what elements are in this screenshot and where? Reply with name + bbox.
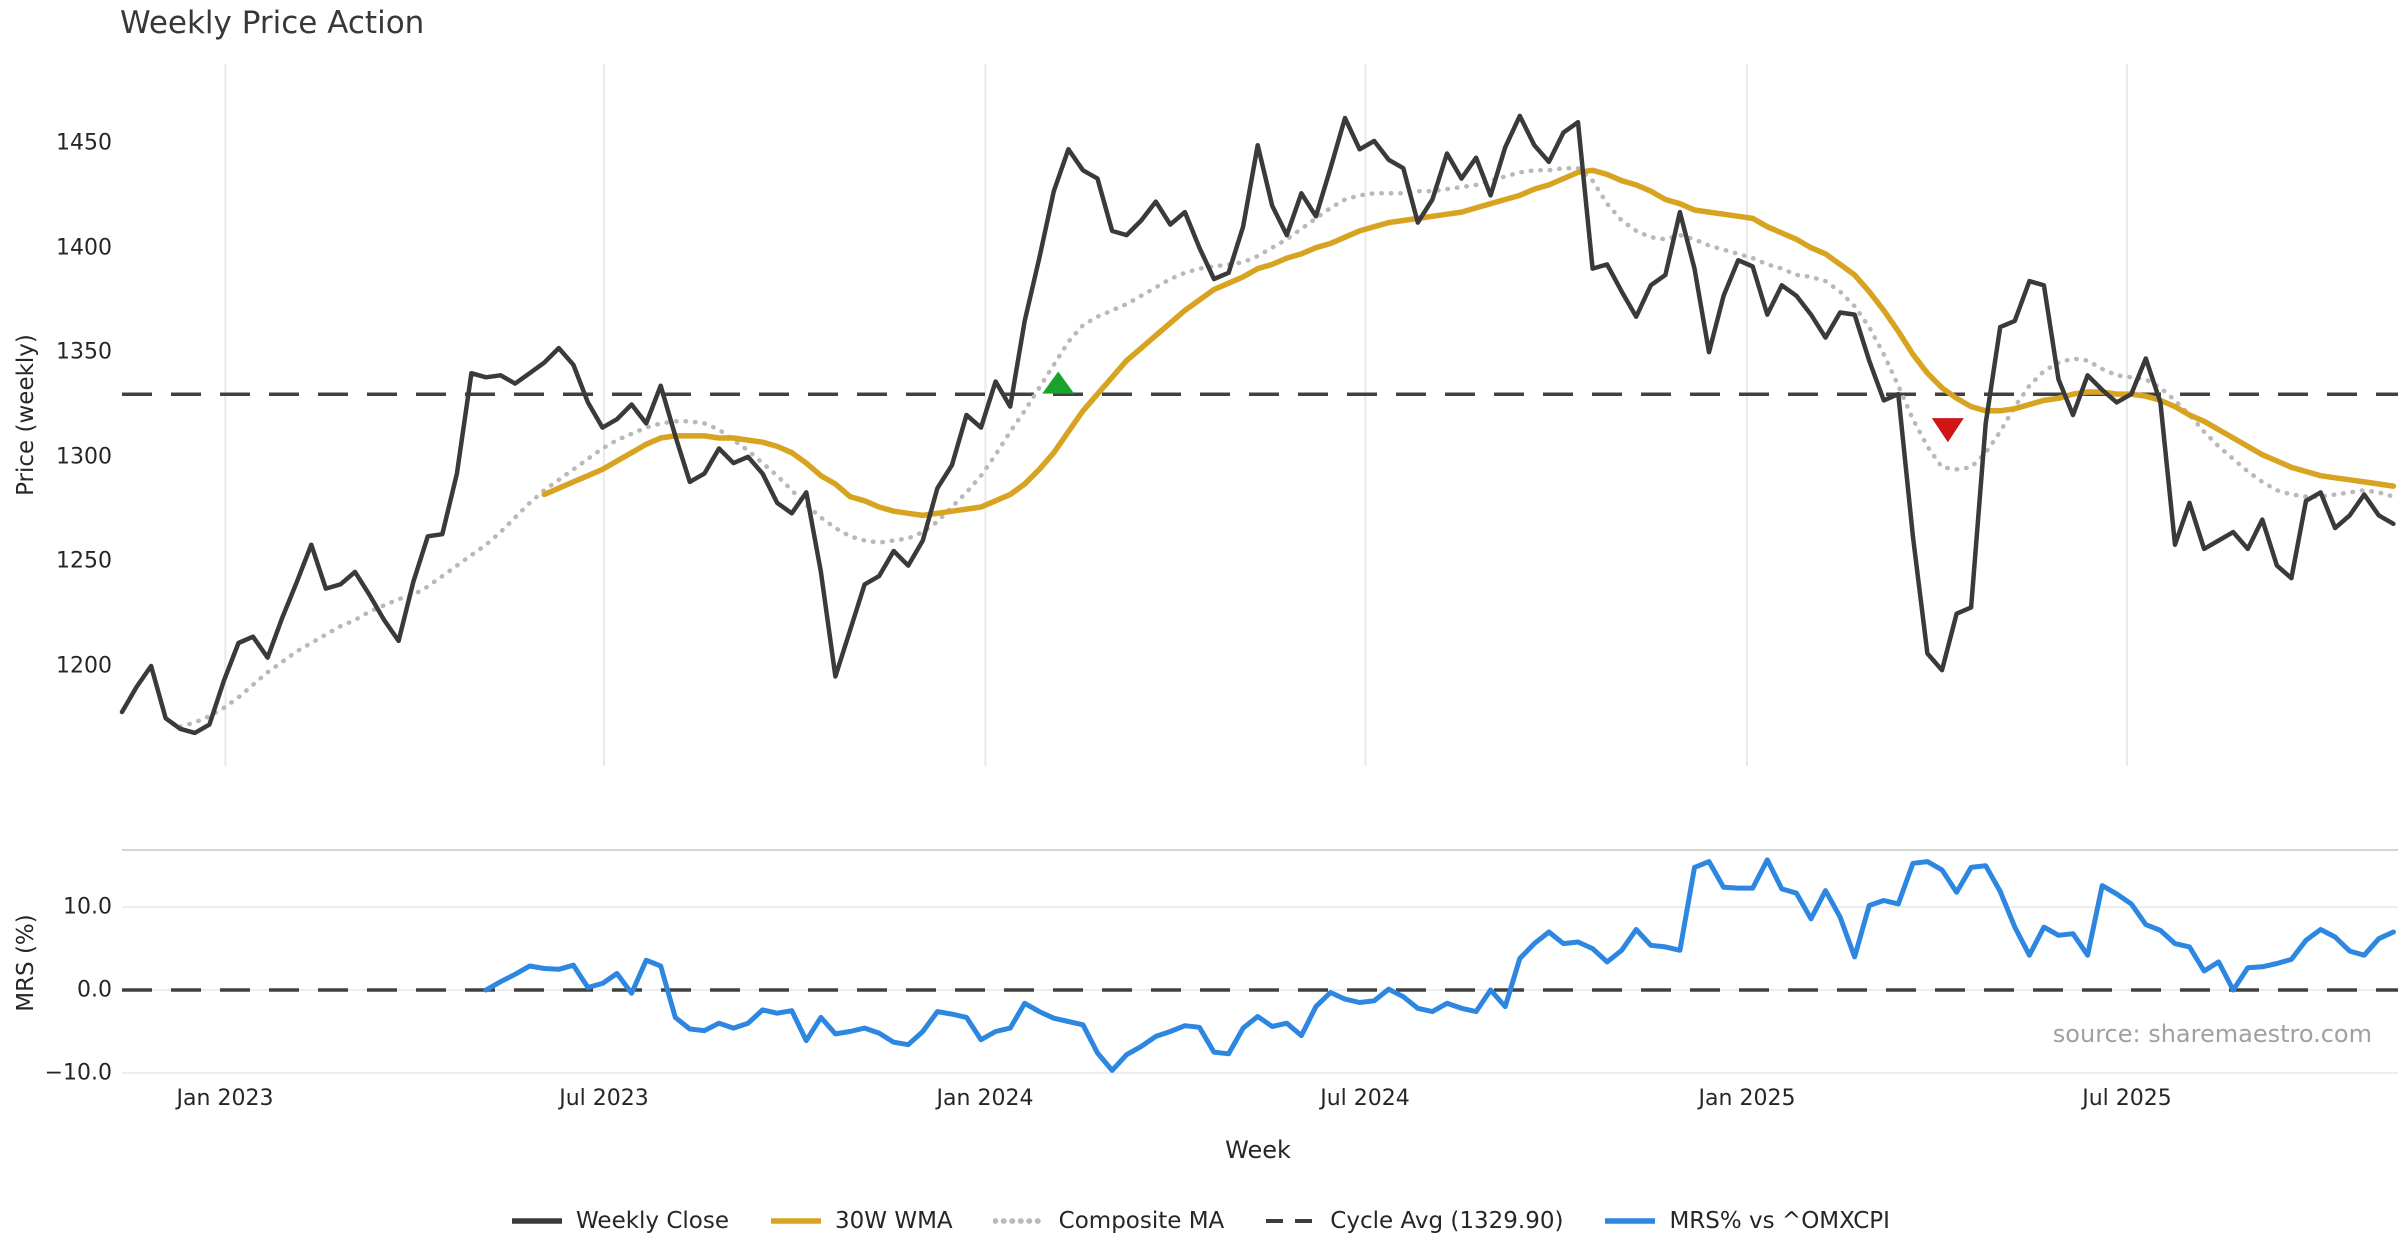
legend-swatch-solid	[512, 1218, 563, 1224]
legend-label: Weekly Close	[576, 1208, 730, 1234]
legend-label: MRS% vs ^OMXCPI	[1669, 1208, 1890, 1234]
legend-item-composite-ma: Composite MA	[992, 1208, 1225, 1234]
legend-swatch-solid	[1605, 1218, 1656, 1224]
x-tick-label: Jul 2023	[559, 1086, 649, 1111]
x-axis-label: Week	[1225, 1136, 1291, 1164]
legend-item-30w-wma: 30W WMA	[769, 1208, 953, 1234]
composite-ma-line	[177, 165, 2396, 729]
mrs-vs-omxcpi-line	[483, 857, 2396, 1073]
price-ytick-label: 1400	[56, 235, 112, 261]
legend-swatch-solid	[771, 1218, 822, 1224]
mrs-ytick-label: −10.0	[44, 1060, 112, 1086]
buy-signal-marker	[1042, 371, 1075, 394]
x-tick-label: Jan 2023	[176, 1086, 274, 1111]
x-tick-label: Jan 2024	[936, 1086, 1034, 1111]
legend: Weekly Close 30W WMA Composite MA Cycle Avg…	[0, 1208, 2400, 1234]
legend-item-weekly-close: Weekly Close	[510, 1208, 729, 1234]
x-tick-label: Jul 2025	[2082, 1086, 2172, 1111]
x-tick-label: Jul 2024	[1320, 1086, 1410, 1111]
legend-item-cycle-avg-1329-90: Cycle Avg (1329.90)	[1264, 1208, 1563, 1234]
x-tick-label: Jan 2025	[1698, 1086, 1796, 1111]
mrs-ytick-label: 0.0	[77, 977, 112, 1003]
legend-swatch-dashed	[1266, 1219, 1317, 1223]
price-ytick-label: 1250	[56, 548, 112, 574]
legend-label: 30W WMA	[835, 1208, 953, 1234]
mrs-ytick-label: 10.0	[63, 894, 112, 920]
30w-wma-line	[541, 167, 2397, 519]
price-ytick-label: 1450	[56, 130, 112, 156]
legend-swatch-dotted	[992, 1218, 1047, 1224]
legend-item-mrs-vs-omxcpi: MRS% vs ^OMXCPI	[1603, 1208, 1890, 1234]
legend-label: Composite MA	[1058, 1208, 1225, 1234]
price-ytick-label: 1200	[56, 653, 112, 679]
legend-label: Cycle Avg (1329.90)	[1330, 1208, 1564, 1234]
price-ytick-label: 1300	[56, 444, 112, 470]
weekly-close-line	[119, 113, 2396, 736]
source-note: source: sharemaestro.com	[2052, 1020, 2372, 1048]
price-ytick-label: 1350	[56, 339, 112, 365]
chart-title: Weekly Price Action	[120, 5, 425, 41]
sell-signal-marker	[1931, 418, 1964, 443]
